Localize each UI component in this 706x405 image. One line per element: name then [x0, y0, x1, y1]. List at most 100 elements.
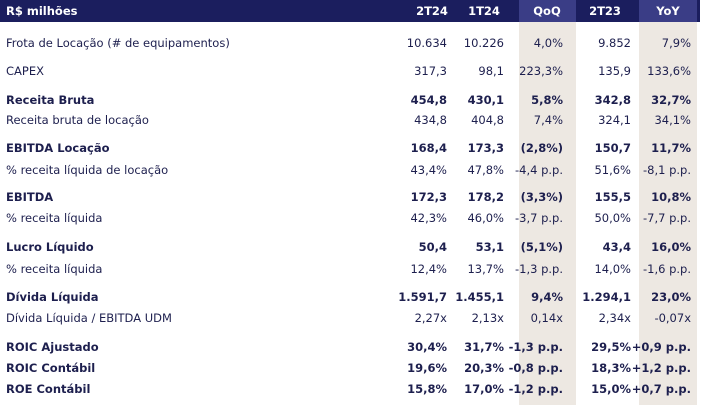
- row-label: ROE Contábil: [6, 382, 91, 396]
- value-cell: 223,3%: [519, 64, 563, 78]
- value-cell: +0,7 p.p.: [631, 382, 691, 396]
- value-cell: 404,8: [471, 113, 504, 127]
- value-cell: (2,8%): [520, 141, 563, 155]
- header-cell: 2T24: [416, 4, 448, 18]
- value-cell: 17,0%: [464, 382, 504, 396]
- value-cell: 168,4: [410, 141, 447, 155]
- value-cell: 2,34x: [598, 311, 631, 325]
- value-cell: 20,3%: [464, 361, 504, 375]
- value-cell: 7,4%: [533, 113, 563, 127]
- value-cell: 172,3: [410, 190, 447, 204]
- row-label: ROIC Ajustado: [6, 340, 99, 354]
- value-cell: 11,7%: [651, 141, 691, 155]
- row-label: % receita líquida de locação: [6, 163, 169, 177]
- row-label: EBITDA Locação: [6, 141, 110, 155]
- value-cell: 30,4%: [407, 340, 447, 354]
- row-label: CAPEX: [6, 64, 44, 78]
- header-cell: 2T23: [589, 4, 621, 18]
- value-cell: 51,6%: [594, 163, 631, 177]
- value-cell: 16,0%: [651, 240, 691, 254]
- header-highlight: [519, 0, 576, 22]
- value-cell: 324,1: [598, 113, 631, 127]
- value-cell: 1.455,1: [455, 290, 504, 304]
- value-cell: 50,4: [418, 240, 447, 254]
- column-highlight: [639, 22, 697, 405]
- value-cell: 342,8: [594, 93, 631, 107]
- value-cell: 34,1%: [654, 113, 691, 127]
- value-cell: 10.634: [406, 36, 447, 50]
- value-cell: 98,1: [478, 64, 504, 78]
- value-cell: 10.226: [463, 36, 504, 50]
- value-cell: 53,1: [475, 240, 504, 254]
- value-cell: 23,0%: [651, 290, 691, 304]
- header-cell: YoY: [656, 4, 680, 18]
- value-cell: 46,0%: [467, 211, 504, 225]
- value-cell: 2,13x: [471, 311, 504, 325]
- row-label: Receita bruta de locação: [6, 113, 149, 127]
- value-cell: -0,07x: [654, 311, 691, 325]
- header-cell: 1T24: [468, 4, 500, 18]
- value-cell: 135,9: [598, 64, 631, 78]
- value-cell: 173,3: [467, 141, 504, 155]
- value-cell: 317,3: [414, 64, 447, 78]
- value-cell: 50,0%: [594, 211, 631, 225]
- header-cell: QoQ: [533, 4, 561, 18]
- value-cell: -1,3 p.p.: [514, 262, 563, 276]
- value-cell: 1.294,1: [582, 290, 631, 304]
- value-cell: 4,0%: [533, 36, 563, 50]
- value-cell: -7,7 p.p.: [642, 211, 691, 225]
- value-cell: 47,8%: [467, 163, 504, 177]
- value-cell: 434,8: [414, 113, 447, 127]
- row-label: ROIC Contábil: [6, 361, 96, 375]
- value-cell: -1,6 p.p.: [642, 262, 691, 276]
- value-cell: -8,1 p.p.: [642, 163, 691, 177]
- value-cell: 430,1: [467, 93, 504, 107]
- row-label: Dívida Líquida: [6, 290, 99, 304]
- value-cell: +0,9 p.p.: [631, 340, 691, 354]
- row-label: Frota de Locação (# de equipamentos): [6, 36, 230, 50]
- value-cell: +1,2 p.p.: [631, 361, 691, 375]
- value-cell: 14,0%: [594, 262, 631, 276]
- value-cell: -0,8 p.p.: [508, 361, 563, 375]
- value-cell: 19,6%: [407, 361, 447, 375]
- value-cell: 13,7%: [467, 262, 504, 276]
- row-label: % receita líquida: [6, 262, 103, 276]
- value-cell: 7,9%: [661, 36, 691, 50]
- value-cell: 43,4%: [410, 163, 447, 177]
- value-cell: 5,8%: [531, 93, 563, 107]
- value-cell: 43,4: [602, 240, 631, 254]
- value-cell: 133,6%: [647, 64, 691, 78]
- row-label: % receita líquida: [6, 211, 103, 225]
- value-cell: 178,2: [467, 190, 504, 204]
- value-cell: -1,2 p.p.: [508, 382, 563, 396]
- column-highlight: [519, 22, 576, 405]
- value-cell: (3,3%): [520, 190, 563, 204]
- value-cell: 12,4%: [410, 262, 447, 276]
- value-cell: 0,14x: [530, 311, 563, 325]
- value-cell: -3,7 p.p.: [514, 211, 563, 225]
- value-cell: 150,7: [594, 141, 631, 155]
- value-cell: 42,3%: [410, 211, 447, 225]
- row-label: Receita Bruta: [6, 93, 95, 107]
- value-cell: 454,8: [410, 93, 447, 107]
- value-cell: 15,0%: [591, 382, 631, 396]
- value-cell: 155,5: [594, 190, 631, 204]
- value-cell: -1,3 p.p.: [508, 340, 563, 354]
- row-label: EBITDA: [6, 190, 54, 204]
- row-label: Lucro Líquido: [6, 240, 94, 254]
- value-cell: 1.591,7: [398, 290, 447, 304]
- row-label: Dívida Líquida / EBITDA UDM: [6, 311, 172, 325]
- value-cell: -4,4 p.p.: [514, 163, 563, 177]
- header-highlight: [639, 0, 697, 22]
- value-cell: (5,1%): [520, 240, 563, 254]
- value-cell: 29,5%: [591, 340, 631, 354]
- value-cell: 9.852: [598, 36, 631, 50]
- value-cell: 31,7%: [464, 340, 504, 354]
- value-cell: 2,27x: [414, 311, 447, 325]
- value-cell: 32,7%: [651, 93, 691, 107]
- header-cell: R$ milhões: [6, 4, 78, 18]
- value-cell: 9,4%: [531, 290, 563, 304]
- value-cell: 10,8%: [651, 190, 691, 204]
- value-cell: 15,8%: [407, 382, 447, 396]
